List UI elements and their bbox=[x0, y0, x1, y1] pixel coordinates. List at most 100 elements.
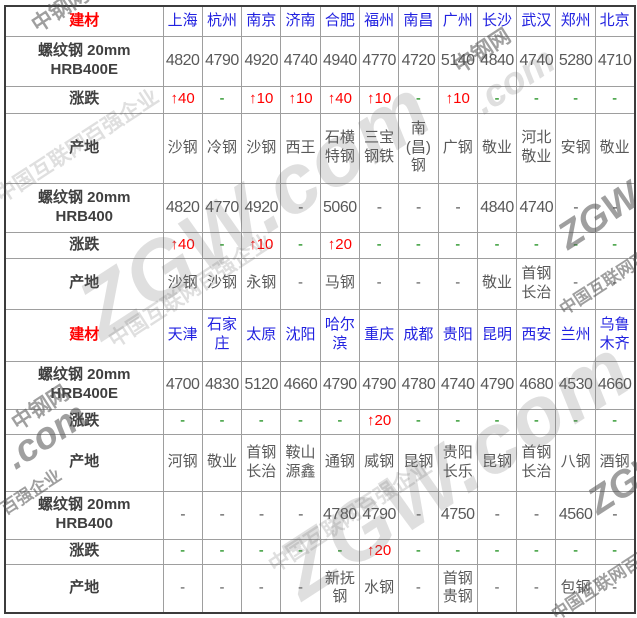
origin-value-cell: 河北敬业 bbox=[516, 112, 557, 184]
price-value-cell: - bbox=[398, 490, 439, 540]
section-1-header-row: 建材 上海 杭州 南京 济南 合肥 福州 南昌 广州 长沙 武汉 郑州 北京 bbox=[4, 5, 636, 37]
change-value-cell: ↑40 bbox=[162, 85, 203, 114]
city-header-cell: 昆明 bbox=[476, 308, 518, 362]
data-row-price: 螺纹钢 20mm HRB400E 4700 4830 5120 4660 4790 4790… bbox=[4, 360, 636, 410]
change-value-cell: - bbox=[594, 408, 636, 435]
city-header-cell: 杭州 bbox=[201, 5, 243, 37]
origin-value-cell: 沙钢 bbox=[241, 112, 282, 184]
origin-value-cell: 首钢贵钢 bbox=[437, 563, 478, 614]
origin-value-cell: - bbox=[358, 257, 400, 310]
change-value-cell: - bbox=[201, 538, 243, 565]
origin-value-cell: 冷钢 bbox=[201, 112, 243, 184]
data-row-change: 涨跌 ↑40- ↑10- ↑20- - - - - - - bbox=[4, 231, 636, 259]
change-value-cell: - bbox=[162, 408, 203, 435]
price-value-cell: 4750 bbox=[437, 490, 478, 540]
city-header-cell: 武汉 bbox=[516, 5, 557, 37]
origin-value-cell: 永钢 bbox=[241, 257, 282, 310]
origin-value-cell: 贵阳长乐 bbox=[437, 433, 478, 492]
price-value-cell: 4720 bbox=[398, 35, 439, 87]
city-header-cell: 南京 bbox=[241, 5, 282, 37]
change-value-cell: - bbox=[555, 85, 596, 114]
price-value-cell: 5060 bbox=[319, 182, 360, 233]
data-row-price: 螺纹钢 20mm HRB400E 4820 4790 4920 4740 4940 4770… bbox=[4, 35, 636, 87]
material-header-cell: 建材 bbox=[4, 5, 164, 37]
price-value-cell: - bbox=[594, 182, 636, 233]
origin-value-cell: 石横特钢 bbox=[319, 112, 360, 184]
price-value-cell: 4530 bbox=[555, 360, 596, 410]
origin-value-cell: 水钢 bbox=[358, 563, 400, 614]
origin-value-cell: - bbox=[201, 563, 243, 614]
origin-value-cell: - bbox=[398, 563, 439, 614]
price-value-cell: 4840 bbox=[476, 182, 518, 233]
price-value-cell: - bbox=[358, 182, 400, 233]
city-header-cell: 乌鲁木齐 bbox=[594, 308, 636, 362]
origin-value-cell: 沙钢 bbox=[162, 112, 203, 184]
origin-value-cell: - bbox=[280, 563, 321, 614]
origin-value-cell: 昆钢 bbox=[398, 433, 439, 492]
price-value-cell: 4710 bbox=[594, 35, 636, 87]
change-value-cell: - bbox=[201, 408, 243, 435]
price-value-cell: 4740 bbox=[516, 182, 557, 233]
city-header-cell: 合肥 bbox=[319, 5, 360, 37]
change-value-cell: - bbox=[516, 408, 557, 435]
price-value-cell: 4920 bbox=[241, 35, 282, 87]
change-value-cell: - bbox=[358, 231, 400, 259]
city-header-cell: 哈尔滨 bbox=[319, 308, 360, 362]
price-value-cell: 4740 bbox=[516, 35, 557, 87]
origin-value-cell: 沙钢 bbox=[201, 257, 243, 310]
change-value-cell: ↑20 bbox=[319, 231, 360, 259]
price-value-cell: 4790 bbox=[319, 360, 360, 410]
price-value-cell: - bbox=[437, 182, 478, 233]
change-value-cell: - bbox=[241, 408, 282, 435]
price-value-cell: - bbox=[162, 490, 203, 540]
data-row-change: 涨跌 - - - - - ↑20- - - - - - bbox=[4, 538, 636, 565]
origin-value-cell: - bbox=[398, 257, 439, 310]
change-value-cell: - bbox=[398, 85, 439, 114]
section-2-header-row: 建材 天津 石家庄 太原 沈阳 哈尔滨 重庆 成都 贵阳 昆明 西安 兰州 乌鲁木齐 bbox=[4, 308, 636, 362]
price-value-cell: 4770 bbox=[358, 35, 400, 87]
origin-value-cell: 安钢 bbox=[555, 112, 596, 184]
change-value-cell: - bbox=[162, 538, 203, 565]
row-label-cell: 产地 bbox=[4, 433, 164, 492]
change-value-cell: ↑10 bbox=[358, 85, 400, 114]
city-header-cell: 长沙 bbox=[476, 5, 518, 37]
origin-value-cell: - bbox=[162, 563, 203, 614]
origin-value-cell: 八钢 bbox=[555, 433, 596, 492]
row-label-cell: 产地 bbox=[4, 112, 164, 184]
change-value-cell: - bbox=[398, 538, 439, 565]
price-value-cell: 4920 bbox=[241, 182, 282, 233]
origin-value-cell: 敬业 bbox=[201, 433, 243, 492]
origin-value-cell: 鞍山源鑫 bbox=[280, 433, 321, 492]
change-value-cell: - bbox=[516, 538, 557, 565]
change-value-cell: - bbox=[555, 538, 596, 565]
origin-value-cell: 首钢长治 bbox=[516, 433, 557, 492]
origin-value-cell: - bbox=[476, 563, 518, 614]
price-value-cell: 4940 bbox=[319, 35, 360, 87]
change-value-cell: - bbox=[241, 538, 282, 565]
origin-value-cell: 新抚钢 bbox=[319, 563, 360, 614]
row-label-cell: 涨跌 bbox=[4, 85, 164, 114]
city-header-cell: 福州 bbox=[358, 5, 400, 37]
change-value-cell: - bbox=[280, 538, 321, 565]
row-label-cell: 涨跌 bbox=[4, 538, 164, 565]
origin-value-cell: 河钢 bbox=[162, 433, 203, 492]
price-value-cell: 4790 bbox=[358, 490, 400, 540]
change-value-cell: - bbox=[280, 231, 321, 259]
city-header-cell: 广州 bbox=[437, 5, 478, 37]
price-value-cell: 4790 bbox=[201, 35, 243, 87]
city-header-cell: 兰州 bbox=[555, 308, 596, 362]
change-value-cell: - bbox=[476, 231, 518, 259]
price-value-cell: 4660 bbox=[280, 360, 321, 410]
city-header-cell: 北京 bbox=[594, 5, 636, 37]
price-value-cell: - bbox=[280, 490, 321, 540]
city-header-cell: 贵阳 bbox=[437, 308, 478, 362]
data-row-origin: 产地 - - - - 新抚钢 水钢 - 首钢贵钢 - - 包钢 - bbox=[4, 563, 636, 614]
price-value-cell: 4680 bbox=[516, 360, 557, 410]
price-value-cell: 5140 bbox=[437, 35, 478, 87]
origin-value-cell: 三宝钢铁 bbox=[358, 112, 400, 184]
origin-value-cell: 广钢 bbox=[437, 112, 478, 184]
origin-value-cell: 首钢长治 bbox=[516, 257, 557, 310]
city-header-cell: 石家庄 bbox=[201, 308, 243, 362]
city-header-cell: 重庆 bbox=[358, 308, 400, 362]
